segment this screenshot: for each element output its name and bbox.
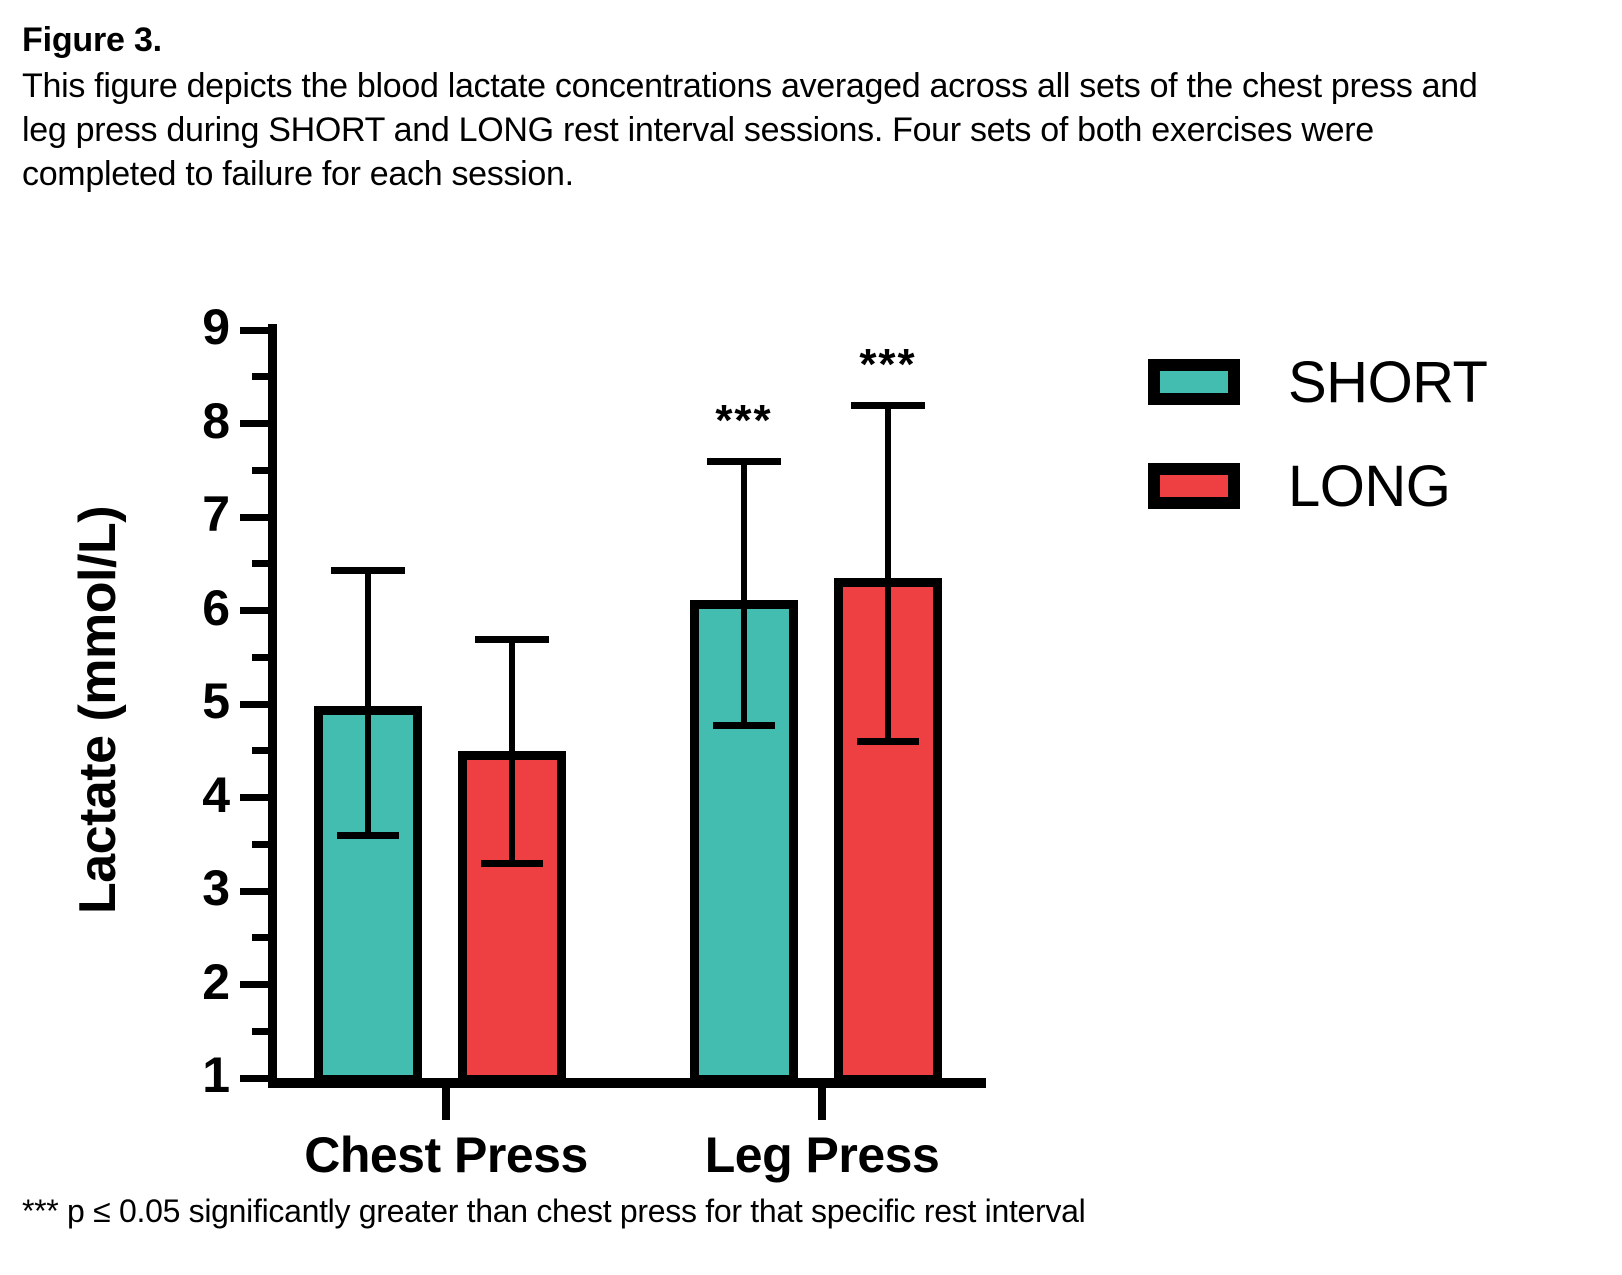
y-axis-minor-tick <box>252 747 272 755</box>
error-bar-cap-lower <box>857 738 919 746</box>
error-bar-stem <box>365 570 371 835</box>
error-bar-stem <box>885 404 891 742</box>
y-axis-tick-label: 6 <box>202 579 230 636</box>
error-bar-cap-upper <box>851 401 925 409</box>
y-axis-minor-tick <box>252 653 272 661</box>
y-axis-major-tick <box>240 1074 272 1082</box>
y-axis-tick-label: 5 <box>202 673 230 729</box>
y-axis-major-tick <box>240 326 272 334</box>
y-axis-major-tick <box>240 981 272 988</box>
y-axis-tick-label: 3 <box>202 860 230 916</box>
significance-marker: *** <box>715 395 773 445</box>
error-bar-cap-lower <box>713 721 775 729</box>
y-axis-minor-tick <box>252 1027 272 1035</box>
x-axis-tick <box>442 1086 450 1120</box>
error-bar-cap-lower <box>481 859 543 867</box>
y-axis-tick-label: 4 <box>202 766 230 823</box>
y-axis-major-tick <box>240 700 272 708</box>
y-axis-major-tick <box>240 420 272 427</box>
y-axis-tick-label: 7 <box>202 486 230 542</box>
legend-item-short: SHORT <box>1148 330 1488 434</box>
error-bar-cap-upper <box>331 567 405 575</box>
error-bar-stem <box>509 638 515 863</box>
x-axis-tick-label: Leg Press <box>704 1127 940 1183</box>
y-axis-tick-label: 8 <box>202 392 230 449</box>
figure-caption-text: This figure depicts the blood lactate co… <box>22 67 1478 194</box>
significance-marker: *** <box>859 339 917 389</box>
y-axis-minor-tick <box>252 373 272 381</box>
x-axis-tick <box>818 1086 826 1120</box>
figure-caption-block: Figure 3. This figure depicts the blood … <box>22 20 1502 197</box>
error-bar-cap-lower <box>337 831 399 839</box>
y-axis-minor-tick <box>252 934 272 942</box>
error-bar-stem <box>741 460 747 725</box>
x-axis-line <box>268 1078 986 1088</box>
plot-area: 1 2 3 4 5 6 7 8 9 Chest Press Leg Press *** *** <box>0 280 1622 1183</box>
chart-legend: SHORT LONG <box>1148 330 1488 538</box>
y-axis-tick-label: 2 <box>202 953 230 1010</box>
y-axis-tick-label: 9 <box>202 299 230 355</box>
y-axis-minor-tick <box>252 560 272 568</box>
figure-chart: Lactate (mmol/L) 1 2 3 4 5 6 7 8 9 Chest Press Leg… <box>0 280 1622 1183</box>
y-axis-major-tick <box>240 513 272 521</box>
y-axis-tick-label: 1 <box>202 1047 230 1103</box>
legend-swatch-long <box>1148 463 1240 509</box>
significance-footnote: *** p ≤ 0.05 significantly greater than … <box>22 1193 1086 1229</box>
y-axis-minor-tick <box>252 840 272 848</box>
y-axis-line <box>268 324 277 1084</box>
x-axis-tick-label: Chest Press <box>304 1127 588 1183</box>
legend-label-short: SHORT <box>1288 349 1488 415</box>
y-axis-major-tick <box>240 794 272 801</box>
y-axis-minor-tick <box>252 466 272 474</box>
figure-number: Figure 3. <box>22 21 162 59</box>
error-bar-cap-upper <box>475 635 549 643</box>
legend-swatch-short <box>1148 359 1240 405</box>
legend-label-long: LONG <box>1288 453 1451 519</box>
error-bar-cap-upper <box>707 457 781 465</box>
y-axis-major-tick <box>240 607 272 614</box>
y-axis-major-tick <box>240 887 272 895</box>
legend-item-long: LONG <box>1148 434 1487 538</box>
